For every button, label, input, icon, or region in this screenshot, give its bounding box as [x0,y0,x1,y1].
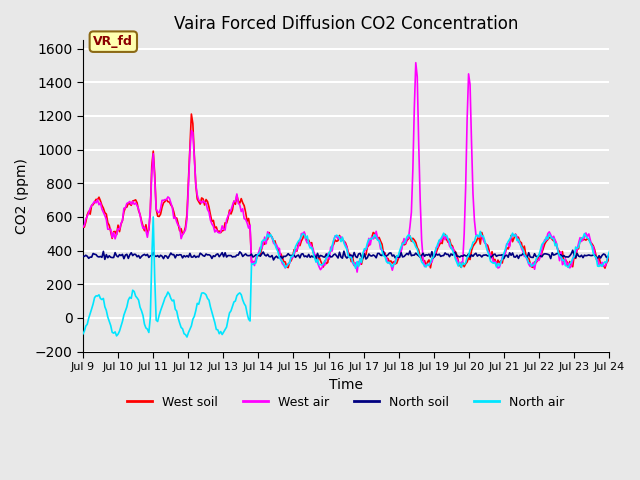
Legend: West soil, West air, North soil, North air: West soil, West air, North soil, North a… [122,391,570,414]
Title: Vaira Forced Diffusion CO2 Concentration: Vaira Forced Diffusion CO2 Concentration [174,15,518,33]
X-axis label: Time: Time [329,377,363,392]
Text: VR_fd: VR_fd [93,35,133,48]
Y-axis label: CO2 (ppm): CO2 (ppm) [15,158,29,234]
